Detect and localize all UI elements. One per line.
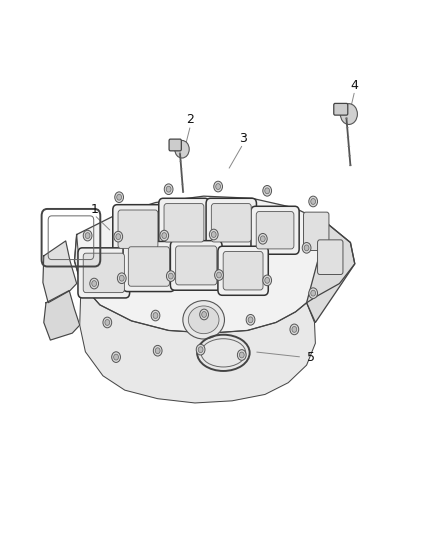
Circle shape: [237, 350, 246, 360]
Circle shape: [114, 231, 123, 242]
FancyBboxPatch shape: [159, 198, 209, 247]
Circle shape: [260, 236, 265, 242]
Polygon shape: [307, 224, 355, 322]
FancyBboxPatch shape: [169, 139, 181, 151]
Circle shape: [175, 140, 189, 158]
FancyBboxPatch shape: [251, 206, 299, 254]
Circle shape: [200, 309, 208, 320]
Circle shape: [164, 184, 173, 195]
Circle shape: [85, 232, 90, 239]
FancyBboxPatch shape: [176, 246, 217, 285]
Circle shape: [248, 317, 253, 322]
Circle shape: [115, 192, 124, 203]
FancyBboxPatch shape: [83, 253, 124, 293]
Polygon shape: [44, 290, 80, 340]
FancyBboxPatch shape: [318, 240, 343, 274]
Polygon shape: [74, 235, 315, 403]
Circle shape: [311, 198, 315, 205]
FancyBboxPatch shape: [334, 103, 348, 115]
Circle shape: [216, 272, 221, 278]
FancyBboxPatch shape: [164, 204, 204, 242]
FancyBboxPatch shape: [113, 205, 163, 254]
Circle shape: [215, 270, 223, 280]
Circle shape: [265, 188, 269, 193]
FancyBboxPatch shape: [256, 212, 294, 249]
Text: 4: 4: [351, 79, 359, 92]
Circle shape: [215, 183, 220, 190]
Circle shape: [153, 312, 158, 318]
FancyBboxPatch shape: [78, 248, 130, 298]
Circle shape: [263, 185, 272, 196]
FancyBboxPatch shape: [218, 246, 268, 295]
Circle shape: [166, 271, 175, 281]
Ellipse shape: [183, 301, 225, 339]
Ellipse shape: [188, 306, 219, 334]
Circle shape: [166, 186, 171, 192]
Circle shape: [119, 275, 124, 281]
Circle shape: [90, 278, 99, 289]
FancyBboxPatch shape: [206, 198, 257, 247]
Circle shape: [309, 288, 318, 298]
Circle shape: [151, 310, 160, 321]
Circle shape: [246, 314, 255, 325]
Circle shape: [239, 352, 244, 358]
FancyBboxPatch shape: [123, 241, 175, 292]
Circle shape: [263, 275, 272, 286]
Text: 1: 1: [90, 203, 98, 216]
Circle shape: [302, 243, 311, 253]
Circle shape: [160, 230, 169, 241]
Circle shape: [258, 233, 267, 244]
Circle shape: [265, 277, 269, 284]
Circle shape: [155, 348, 160, 354]
Circle shape: [116, 233, 121, 240]
Circle shape: [168, 273, 173, 279]
FancyBboxPatch shape: [118, 210, 158, 248]
Circle shape: [83, 230, 92, 241]
FancyBboxPatch shape: [170, 241, 222, 290]
Circle shape: [92, 280, 96, 287]
Circle shape: [309, 196, 318, 207]
Circle shape: [112, 352, 120, 362]
Circle shape: [196, 344, 205, 355]
Circle shape: [292, 326, 297, 333]
Circle shape: [201, 311, 207, 317]
Polygon shape: [74, 196, 355, 333]
Circle shape: [214, 181, 223, 192]
Circle shape: [103, 317, 112, 328]
Text: 2: 2: [187, 114, 194, 126]
Text: 3: 3: [239, 132, 247, 145]
Circle shape: [162, 232, 166, 239]
FancyBboxPatch shape: [128, 247, 170, 286]
Circle shape: [209, 229, 218, 240]
Circle shape: [290, 324, 299, 335]
Circle shape: [198, 346, 203, 353]
FancyBboxPatch shape: [223, 252, 263, 290]
Circle shape: [117, 194, 122, 200]
Circle shape: [117, 273, 126, 284]
Circle shape: [311, 290, 315, 296]
Circle shape: [114, 354, 118, 360]
Text: 5: 5: [307, 351, 315, 364]
FancyBboxPatch shape: [304, 212, 329, 251]
Circle shape: [153, 345, 162, 356]
Circle shape: [340, 103, 357, 124]
Circle shape: [304, 245, 309, 251]
Circle shape: [211, 231, 216, 238]
Circle shape: [105, 320, 110, 325]
Polygon shape: [43, 241, 77, 303]
FancyBboxPatch shape: [211, 204, 251, 242]
